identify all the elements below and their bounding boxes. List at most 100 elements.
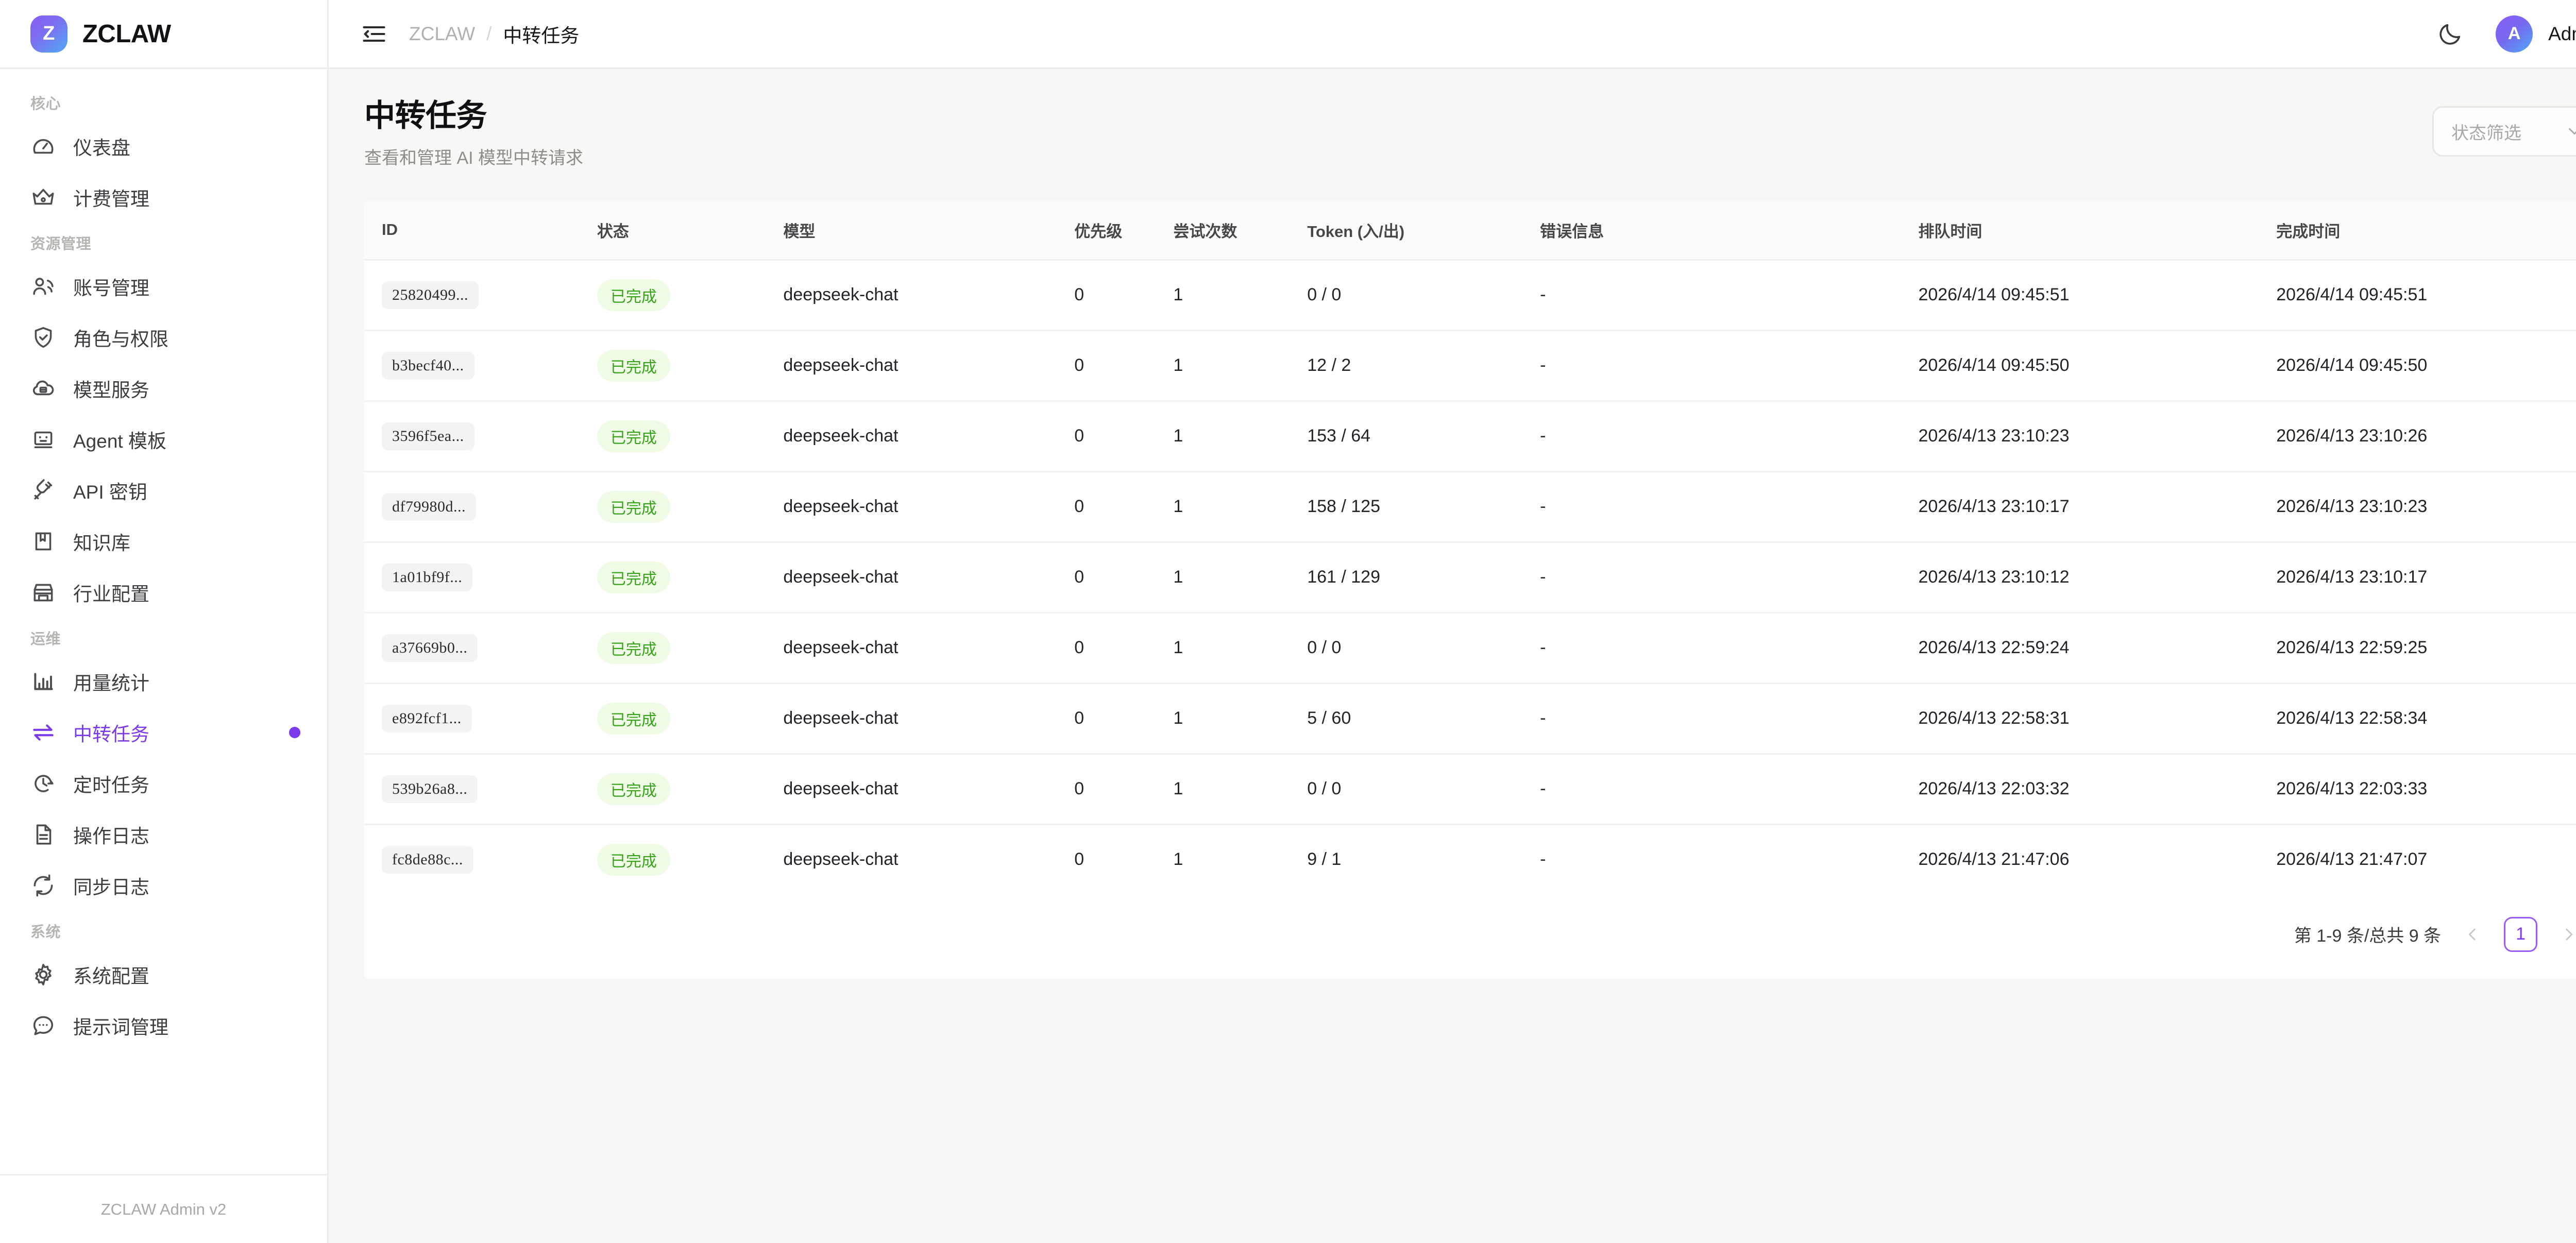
cell-model: deepseek-chat [783, 849, 899, 870]
cell-done: 2026/4/13 22:58:34 [2276, 683, 2576, 755]
cell-status: 已完成 [597, 612, 784, 684]
sidebar-item-cloud-server[interactable]: 模型服务 [0, 363, 327, 414]
breadcrumb-current: 中转任务 [503, 25, 580, 46]
table-row[interactable]: a37669b0... 已完成 deepseek-chat 0 1 0 / 0- 2026/… [364, 612, 2576, 684]
cloud-server-icon [30, 376, 56, 401]
cell-status: 已完成 [597, 401, 784, 472]
chevron-down-icon [2565, 122, 2576, 141]
task-id-badge[interactable]: 25820499... [382, 281, 479, 309]
table-row[interactable]: 1a01bf9f... 已完成 deepseek-chat 0 1 161 / 129- 2… [364, 542, 2576, 614]
cell-token: 0 / 0 [1307, 754, 1540, 825]
task-id-badge[interactable]: 1a01bf9f... [382, 563, 473, 591]
sidebar-item-users[interactable]: 账号管理 [0, 261, 327, 312]
table-row[interactable]: df79980d... 已完成 deepseek-chat 0 1 158 / 125- 2… [364, 471, 2576, 543]
user-menu[interactable]: A Admin [2496, 15, 2576, 53]
sidebar-item-label: 仪表盘 [73, 137, 130, 159]
brand-logo-icon: Z [30, 15, 67, 53]
cell-error: - [1540, 824, 1918, 894]
cell-id: 3596f5ea... [364, 401, 597, 472]
table-row[interactable]: fc8de88c... 已完成 deepseek-chat 0 1 9 / 1 - 2026/… [364, 824, 2576, 894]
pagination: 第 1-9 条/总共 9 条 1 [364, 894, 2576, 979]
sidebar-item-file-text[interactable]: 操作日志 [0, 809, 327, 860]
status-badge: 已完成 [597, 349, 670, 382]
status-badge: 已完成 [597, 279, 670, 311]
cell-status: 已完成 [597, 260, 784, 331]
cell-id: df79980d... [364, 471, 597, 543]
table-row[interactable]: 539b26a8... 已完成 deepseek-chat 0 1 0 / 0- 2026/… [364, 754, 2576, 825]
error-value: - [1540, 355, 1546, 376]
column-header: 完成时间 [2276, 200, 2576, 261]
cell-priority: 0 [1074, 612, 1174, 684]
sidebar-item-gauge[interactable]: 仪表盘 [0, 121, 327, 172]
gauge-icon [30, 133, 56, 159]
sidebar-item-relay[interactable]: 中转任务 [0, 707, 327, 758]
cell-priority: 0 [1074, 542, 1174, 614]
status-filter-placeholder: 状态筛选 [2451, 123, 2521, 143]
sidebar-item-crown[interactable]: 计费管理 [0, 172, 327, 223]
table-row[interactable]: b3becf40... 已完成 deepseek-chat 0 1 12 / 2- 2026… [364, 330, 2576, 402]
chevron-right-icon[interactable] [2553, 918, 2576, 950]
sidebar-item-store[interactable]: 行业配置 [0, 567, 327, 618]
cell-error: - [1540, 260, 1919, 331]
chevron-left-icon[interactable] [2456, 918, 2488, 950]
table-row[interactable]: 25820499... 已完成 deepseek-chat 0 1 0 / 0- 2026/… [364, 260, 2576, 331]
cell-done: 2026/4/14 09:45:51 [2276, 260, 2576, 331]
moon-icon[interactable] [2436, 20, 2465, 48]
sidebar-item-gear[interactable]: 系统配置 [0, 949, 327, 1000]
table-row[interactable]: 3596f5ea... 已完成 deepseek-chat 0 1 153 / 64- 20… [364, 401, 2576, 472]
task-id-badge[interactable]: e892fcf1... [382, 704, 472, 733]
sidebar-item-robot[interactable]: Agent 模板 [0, 414, 327, 465]
sidebar-item-plug[interactable]: API 密钥 [0, 465, 327, 516]
column-header: Token (入/出) [1307, 200, 1540, 261]
sidebar-collapse-icon[interactable] [361, 21, 387, 47]
cell-queued: 2026/4/13 21:47:06 [1918, 849, 2070, 870]
task-id-badge[interactable]: 3596f5ea... [382, 422, 474, 450]
message-dots-icon [30, 1013, 56, 1038]
page-content: 中转任务 查看和管理 AI 模型中转请求 状态筛选 [329, 69, 2576, 1243]
task-id-badge[interactable]: a37669b0... [382, 634, 478, 662]
cell-status: 已完成 [597, 542, 784, 614]
sidebar-item-label: 知识库 [73, 532, 130, 554]
tasks-card: ID 状态 模型 优先级 尝试次数 Token (入/出) 错误信息 排队时间 完成时间 258… [364, 200, 2576, 979]
sidebar-item-label: 系统配置 [73, 965, 149, 987]
breadcrumb-root[interactable]: ZCLAW [409, 23, 476, 44]
task-id-badge[interactable]: 539b26a8... [382, 775, 478, 803]
sidebar-item-clock-arrow[interactable]: 定时任务 [0, 758, 327, 809]
cell-token: 12 / 2 [1307, 330, 1540, 402]
sidebar-item-book[interactable]: 知识库 [0, 516, 327, 567]
table-row[interactable]: e892fcf1... 已完成 deepseek-chat 0 1 5 / 60- 2026… [364, 683, 2576, 755]
avatar: A [2496, 15, 2533, 53]
task-id-badge[interactable]: b3becf40... [382, 351, 474, 380]
status-filter-select[interactable]: 状态筛选 [2432, 106, 2576, 157]
sidebar: Z ZCLAW 核心 仪表盘 计费管理 资源管理 账号管理 角色与权限 模型服务 Agent … [0, 0, 329, 1243]
sidebar-item-label: 同步日志 [73, 876, 149, 898]
pagination-page-1[interactable]: 1 [2504, 916, 2537, 952]
avatar-letter: A [2507, 24, 2521, 43]
refresh-icon [30, 873, 56, 898]
cell-status: 已完成 [597, 471, 784, 543]
cell-done: 2026/4/13 22:59:25 [2276, 612, 2576, 684]
table-header-row: ID 状态 模型 优先级 尝试次数 Token (入/出) 错误信息 排队时间 完成时间 [364, 200, 2576, 261]
status-badge: 已完成 [597, 420, 670, 452]
sidebar-item-message-dots[interactable]: 提示词管理 [0, 1000, 327, 1051]
sidebar-item-refresh[interactable]: 同步日志 [0, 860, 327, 911]
error-value: - [1540, 285, 1546, 305]
cell-model: deepseek-chat [783, 471, 1075, 543]
table-head: ID 状态 模型 优先级 尝试次数 Token (入/出) 错误信息 排队时间 完成时间 [364, 200, 2576, 261]
cell-model: deepseek-chat [783, 683, 1075, 755]
cell-queued: 2026/4/13 23:10:12 [1918, 542, 2277, 614]
cell-error: - [1540, 542, 1919, 614]
task-id-badge[interactable]: fc8de88c... [382, 845, 473, 874]
cell-priority: 0 [1074, 471, 1174, 543]
sidebar-item-shield-check[interactable]: 角色与权限 [0, 312, 327, 363]
error-value: - [1540, 638, 1546, 658]
error-value: - [1540, 708, 1546, 728]
brand-header[interactable]: Z ZCLAW [0, 0, 327, 69]
column-header: 状态 [597, 200, 784, 261]
sidebar-item-bar-chart[interactable]: 用量统计 [0, 656, 327, 707]
users-icon [30, 274, 56, 299]
sidebar-section-label: 资源管理 [30, 236, 92, 252]
sidebar-footer: ZCLAW Admin v2 [0, 1174, 327, 1243]
sidebar-item-label: 账号管理 [73, 277, 149, 299]
task-id-badge[interactable]: df79980d... [382, 492, 476, 521]
